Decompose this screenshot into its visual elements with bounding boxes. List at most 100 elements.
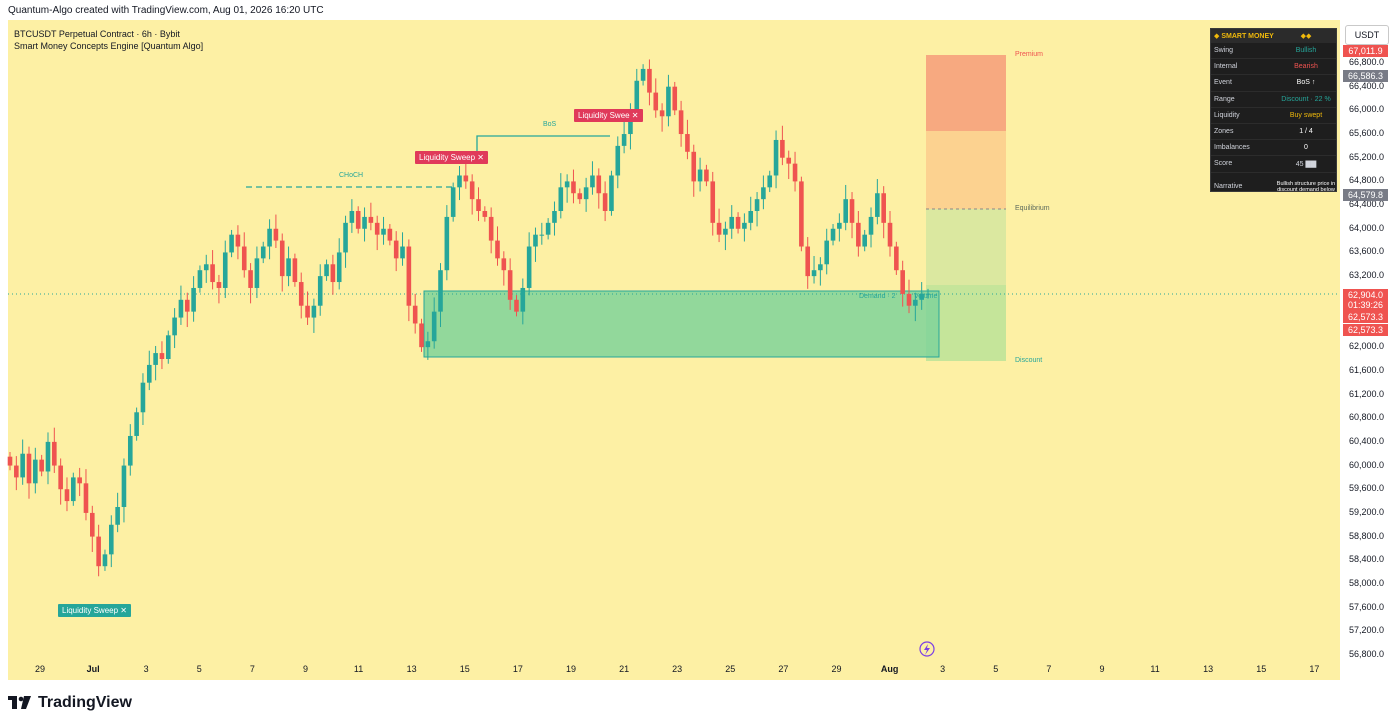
premium-zone — [926, 55, 1006, 131]
candle-bear — [792, 163, 798, 182]
date-axis-tick: 29 — [34, 664, 46, 674]
candle-bull — [925, 293, 931, 295]
candle-bull — [286, 258, 291, 277]
smc-row: Liquidity Buy swept — [1211, 108, 1336, 124]
smc-row: Range Discount · 22 % — [1211, 92, 1336, 108]
currency-selector[interactable]: USDT — [1345, 25, 1389, 45]
candle-bear — [799, 181, 804, 247]
candle-bull — [127, 435, 133, 466]
candle-bull — [311, 305, 317, 318]
candle-bear — [691, 151, 697, 182]
date-axis-tick: 27 — [778, 664, 789, 674]
candle-bull — [140, 382, 146, 413]
candle-bear — [507, 270, 513, 300]
candle-bear — [184, 299, 190, 312]
candle-bear — [292, 258, 298, 283]
smc-header: ◆ SMART MONEY ◆◆ — [1211, 29, 1336, 43]
candle-bull — [457, 175, 462, 188]
candle-bull — [115, 507, 120, 525]
candle-bear — [235, 234, 241, 247]
price-axis-tick: 66,400.0 — [1349, 80, 1385, 91]
candle-bear — [495, 240, 500, 259]
smc-row-label: Range — [1214, 95, 1235, 103]
smc-row-label: Swing — [1214, 47, 1234, 55]
candle-bear — [368, 216, 374, 223]
mid-price-tag: 64,579.8 — [1343, 189, 1388, 201]
tradingview-logo[interactable]: TradingView — [8, 694, 132, 712]
smc-row-value: Bearish — [1294, 63, 1318, 71]
candle-bull — [767, 175, 773, 188]
smart-money-table: ◆ SMART MONEY ◆◆ Swing Bullish Internal Bea… — [1210, 28, 1337, 193]
candle-bull — [229, 234, 234, 253]
candle-bull — [545, 222, 551, 235]
candle-bear — [887, 222, 893, 247]
candle-bear — [7, 456, 13, 466]
candle-bull — [818, 264, 823, 271]
candle-bull — [621, 134, 627, 146]
premium-label: Premium — [1015, 51, 1044, 58]
candle-bear — [653, 92, 659, 111]
candle-bull — [203, 264, 209, 271]
candle-bear — [710, 181, 716, 223]
date-axis-tick: 17 — [512, 664, 523, 674]
smc-row: Swing Bullish — [1211, 43, 1336, 60]
prev-price-tag: 66,586.3 — [1343, 70, 1388, 82]
smc-row-value: Discount · 22 % — [1281, 95, 1331, 103]
price-axis-tick: 56,800.0 — [1349, 649, 1385, 659]
candle-bear — [83, 483, 89, 513]
candle-bear — [476, 199, 481, 211]
smc-narrative-row: Narrative Bullish structure price in dis… — [1211, 173, 1336, 201]
candle-bull — [843, 199, 848, 223]
candle-bear — [735, 216, 741, 229]
candle-bull — [552, 211, 557, 223]
candle-bull — [533, 234, 538, 247]
candle-bear — [881, 193, 886, 223]
event-icon — [919, 641, 935, 657]
date-axis-tick: 13 — [1203, 664, 1214, 674]
date-axis-tick: 23 — [672, 664, 683, 674]
date-axis-tick: 9 — [302, 664, 309, 674]
equilibrium-lower-zone — [926, 209, 1006, 285]
date-axis-tick: 11 — [353, 664, 364, 674]
smc-row-label: Internal — [1214, 63, 1238, 71]
candle-bull — [45, 441, 51, 472]
date-axis-tick: 19 — [565, 664, 577, 674]
date-axis-tick: 3 — [940, 664, 946, 674]
candle-bear — [894, 246, 899, 271]
volume-label: Volume — [914, 293, 938, 300]
candle-bear — [602, 193, 608, 211]
price-axis-tick: 60,800.0 — [1349, 412, 1385, 423]
candle-bear — [716, 222, 722, 235]
price-axis-tick: 65,200.0 — [1349, 151, 1385, 162]
demand-zone — [423, 290, 940, 358]
candle-bull — [875, 193, 880, 217]
candle-bull — [558, 187, 564, 211]
date-axis-tick: 5 — [993, 664, 999, 674]
candle-bull — [609, 175, 614, 211]
candle-bull — [134, 412, 139, 436]
chart-attribution: Quantum-Algo created with TradingView.co… — [8, 5, 324, 16]
candle-bull — [748, 211, 754, 223]
candle-bull — [830, 228, 836, 241]
candle-bull — [431, 311, 437, 342]
smc-row-value: 1 / 4 — [1299, 128, 1313, 136]
high-price-tag: 67,011.9 — [1343, 45, 1388, 57]
candle-bull — [400, 246, 405, 259]
candle-bear — [96, 536, 101, 567]
date-axis-tick: 25 — [725, 664, 736, 674]
smc-row-value: 0 — [1304, 144, 1308, 152]
candle-bear — [273, 228, 279, 241]
candle-bull — [526, 246, 532, 288]
premium-light-zone — [926, 131, 1006, 209]
liquidity-sweep-low-tag: Liquidity Sweep ✕ — [58, 604, 131, 617]
candle-bear — [298, 282, 304, 306]
candles-group — [7, 59, 931, 577]
candle-bull — [761, 187, 766, 200]
liquidity-sweep-mid-tag: Liquidity Sweep ✕ — [415, 151, 488, 164]
candle-bull — [862, 234, 867, 247]
candle-bear — [52, 441, 57, 466]
date-axis-tick: 7 — [1046, 664, 1052, 674]
candle-bear — [672, 86, 678, 111]
low-price-tag-1: 62,573.3 — [1343, 311, 1388, 323]
